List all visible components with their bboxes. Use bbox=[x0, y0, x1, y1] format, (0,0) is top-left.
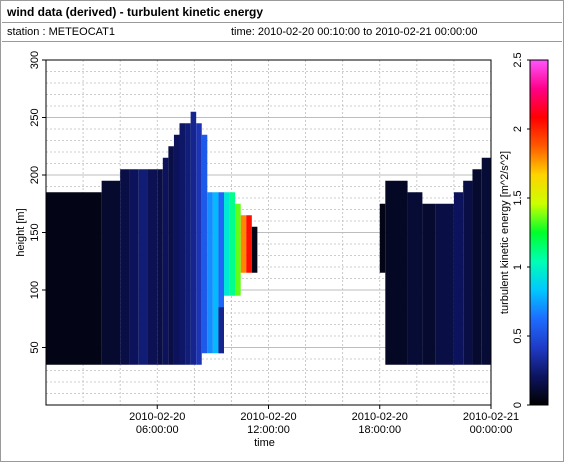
heatmap-cell bbox=[207, 192, 213, 354]
colorbar-tick-label: 0 bbox=[512, 402, 524, 408]
heatmap-cell bbox=[229, 192, 236, 296]
heatmap-cell bbox=[235, 203, 241, 296]
y-tick-label: 300 bbox=[29, 51, 41, 69]
heatmap-cell bbox=[120, 169, 130, 365]
heatmap-cell bbox=[162, 157, 169, 365]
heatmap-cell bbox=[129, 169, 139, 365]
heatmap-cell bbox=[196, 123, 202, 365]
x-tick-time: 06:00:00 bbox=[136, 424, 179, 436]
heatmap-cell bbox=[407, 192, 423, 365]
x-tick-date: 2010-02-20 bbox=[240, 411, 296, 423]
heatmap-cell bbox=[190, 111, 197, 365]
colorbar bbox=[529, 59, 549, 406]
info-bar: station : METEOCAT1 time: 2010-02-20 00:… bbox=[2, 23, 562, 42]
heatmap-cell bbox=[453, 192, 464, 365]
y-tick-label: 50 bbox=[29, 341, 41, 353]
heatmap-cell bbox=[218, 307, 224, 354]
colorbar-tick-label: 2.5 bbox=[512, 52, 524, 67]
heatmap-cell bbox=[138, 169, 148, 365]
x-tick-date: 2010-02-20 bbox=[352, 411, 408, 423]
heatmap-cell bbox=[224, 192, 230, 296]
station-label: station : METEOCAT1 bbox=[7, 26, 115, 38]
heatmap-cells bbox=[46, 111, 491, 365]
heatmap-cell bbox=[251, 226, 258, 273]
heatmap-cell bbox=[472, 169, 482, 365]
heatmap-cell bbox=[379, 203, 386, 273]
y-tick-label: 250 bbox=[29, 108, 41, 126]
heatmap-cell bbox=[481, 157, 491, 365]
title-bar: wind data (derived) - turbulent kinetic … bbox=[2, 2, 562, 23]
x-axis-label: time bbox=[254, 437, 275, 449]
colorbar-tick-label: 2 bbox=[512, 126, 524, 132]
heatmap-cell bbox=[463, 180, 473, 365]
heatmap-cell bbox=[157, 169, 163, 365]
x-axis: 2010-02-2006:00:002010-02-2012:00:002010… bbox=[129, 405, 519, 436]
heatmap-cell bbox=[422, 203, 436, 365]
heatmap-cell bbox=[101, 180, 121, 365]
colorbar-tick-label: 1.5 bbox=[512, 190, 524, 205]
heatmap-cell bbox=[246, 215, 252, 273]
x-tick-date: 2010-02-21 bbox=[463, 411, 519, 423]
y-axis: 50 100 150 200 250 300 bbox=[29, 51, 46, 354]
heatmap-cell bbox=[185, 123, 191, 365]
y-axis-label: height [m] bbox=[15, 208, 27, 256]
heatmap-cell bbox=[212, 192, 219, 354]
y-tick-label: 200 bbox=[29, 166, 41, 184]
time-range-label: time: 2010-02-20 00:10:00 to 2010-02-21 … bbox=[231, 26, 478, 38]
heatmap-cell bbox=[173, 134, 180, 365]
y-tick-label: 100 bbox=[29, 281, 41, 299]
heatmap-cell bbox=[385, 180, 408, 365]
heatmap-cell bbox=[147, 169, 158, 365]
x-tick-time: 00:00:00 bbox=[470, 424, 513, 436]
chart-title: wind data (derived) - turbulent kinetic … bbox=[7, 5, 264, 19]
heatmap-cell bbox=[218, 192, 224, 354]
colorbar-label: turbulent kinetic energy [m^2/s^2] bbox=[499, 151, 511, 314]
x-tick-time: 18:00:00 bbox=[358, 424, 401, 436]
colorbar-tick-label: 0.5 bbox=[512, 328, 524, 343]
colorbar-ticks: 0 0.5 1 1.5 2 2.5 bbox=[512, 52, 530, 408]
heatmap-cell bbox=[179, 123, 186, 365]
heatmap-cell bbox=[168, 146, 174, 365]
heatmap-cell bbox=[46, 192, 102, 365]
colorbar-tick-label: 1 bbox=[512, 264, 524, 270]
heatmap-cell bbox=[201, 134, 208, 354]
heatmap-cell bbox=[435, 203, 454, 365]
heatmap-cell bbox=[240, 215, 247, 273]
x-tick-time: 12:00:00 bbox=[247, 424, 290, 436]
y-tick-label: 150 bbox=[29, 223, 41, 241]
x-tick-date: 2010-02-20 bbox=[129, 411, 185, 423]
